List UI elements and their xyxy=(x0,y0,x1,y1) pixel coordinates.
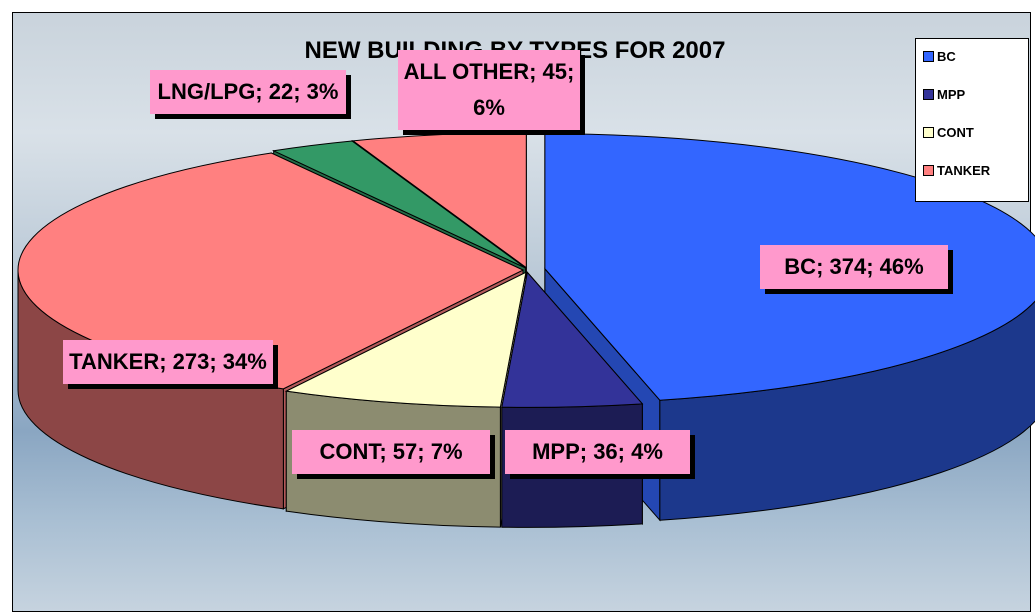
legend-entry: TANKER xyxy=(923,163,990,178)
data-label: CONT; 57; 7% xyxy=(292,430,490,474)
legend-entry: CONT xyxy=(923,125,974,140)
legend-swatch xyxy=(923,165,934,176)
data-label: MPP; 36; 4% xyxy=(505,430,690,474)
legend-label: BC xyxy=(937,49,956,64)
legend: BC MPP CONT TANKER xyxy=(915,38,1029,202)
data-label: BC; 374; 46% xyxy=(760,245,948,289)
data-label: LNG/LPG; 22; 3% xyxy=(150,70,346,114)
legend-label: TANKER xyxy=(937,163,990,178)
legend-swatch xyxy=(923,51,934,62)
legend-label: CONT xyxy=(937,125,974,140)
legend-swatch xyxy=(923,127,934,138)
legend-label: MPP xyxy=(937,87,965,102)
legend-entry: MPP xyxy=(923,87,965,102)
data-label: TANKER; 273; 34% xyxy=(63,340,273,384)
legend-entry: BC xyxy=(923,49,956,64)
chart: NEW BUILDING BY TYPES FOR 2007 BCMPPCONT… xyxy=(0,0,1035,614)
data-label: ALL OTHER; 45; 6% xyxy=(398,50,580,130)
legend-swatch xyxy=(923,89,934,100)
